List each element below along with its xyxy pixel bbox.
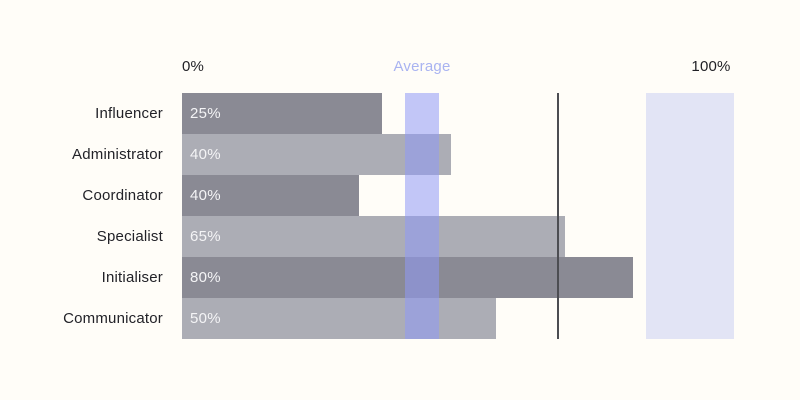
axis-tick-100-percent: 100% — [691, 58, 731, 75]
bars-container: 25% 40% 40% 65% 80% 50% — [182, 93, 735, 339]
marker-line — [557, 93, 559, 339]
bar-row-influencer: 25% — [182, 93, 735, 134]
bar-row-initialiser: 80% — [182, 257, 735, 298]
bar-value-label: 65% — [190, 228, 221, 245]
category-label-communicator: Communicator — [63, 310, 163, 327]
bar-row-administrator: 40% — [182, 134, 735, 175]
bar-value-label: 40% — [190, 146, 221, 163]
category-label-influencer: Influencer — [95, 105, 163, 122]
average-band — [405, 93, 439, 339]
bar-row-coordinator: 40% — [182, 175, 735, 216]
bar-value-label: 80% — [190, 269, 221, 286]
plot-area: 25% 40% 40% 65% 80% 50% — [182, 93, 735, 339]
category-label-initialiser: Initialiser — [101, 269, 163, 286]
bar-coordinator: 40% — [182, 175, 359, 216]
category-label-administrator: Administrator — [72, 146, 163, 163]
bar-value-label: 40% — [190, 187, 221, 204]
bar-value-label: 25% — [190, 105, 221, 122]
category-labels-column: Influencer Administrator Coordinator Specia… — [0, 93, 163, 339]
average-annotation-label: Average — [393, 58, 451, 75]
bar-value-label: 50% — [190, 310, 221, 327]
category-label-coordinator: Coordinator — [82, 187, 163, 204]
bar-influencer: 25% — [182, 93, 382, 134]
bar-communicator: 50% — [182, 298, 496, 339]
axis-tick-0-percent: 0% — [182, 58, 205, 75]
bar-row-specialist: 65% — [182, 216, 735, 257]
bar-specialist: 65% — [182, 216, 565, 257]
category-label-specialist: Specialist — [96, 228, 163, 245]
full-range-rect — [646, 93, 734, 339]
bar-row-communicator: 50% — [182, 298, 735, 339]
